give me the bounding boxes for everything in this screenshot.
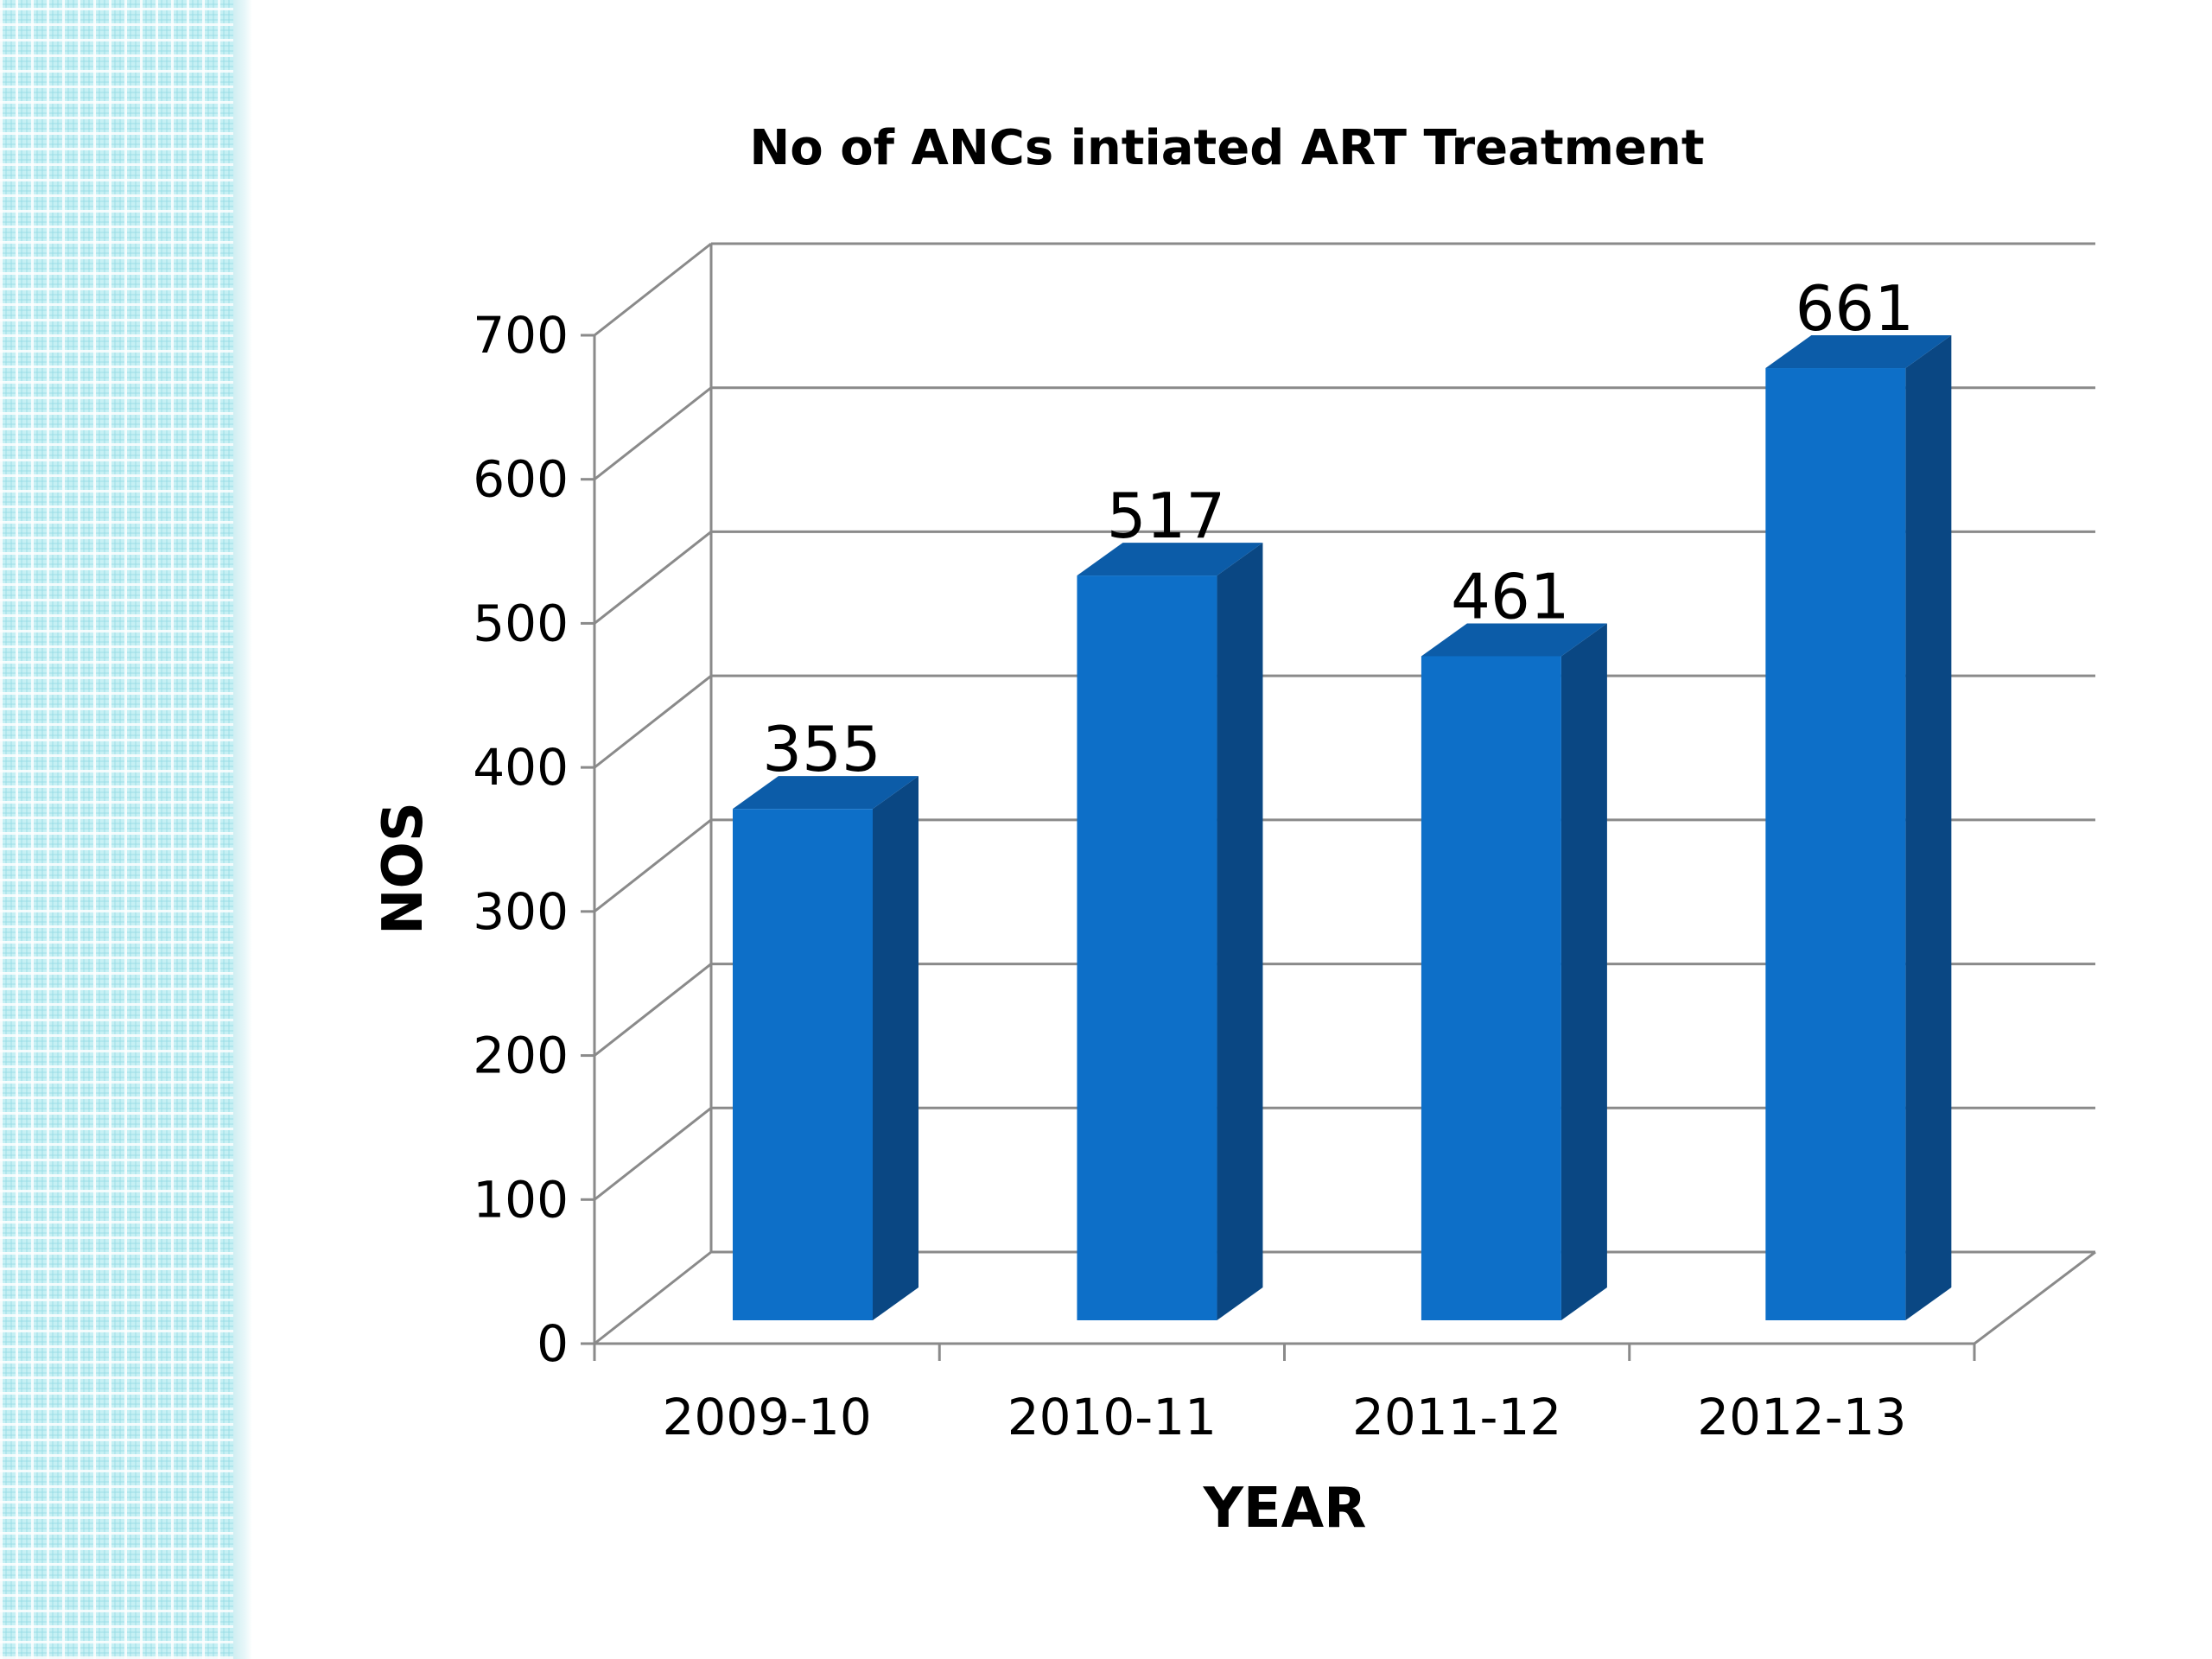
gridline-side xyxy=(594,1250,712,1345)
chart-axes xyxy=(581,244,2096,1361)
bar-top xyxy=(733,776,918,810)
data-label: 461 xyxy=(1451,560,1569,632)
y-tick-label: 600 xyxy=(473,450,569,509)
y-tick-label: 400 xyxy=(473,738,569,797)
data-label: 661 xyxy=(1796,272,1914,345)
decorative-side-pattern xyxy=(0,0,249,1659)
x-axis-title: YEAR xyxy=(1203,1477,1367,1541)
y-tick-label: 300 xyxy=(473,882,569,941)
gridline-side xyxy=(594,674,712,769)
gridline-side xyxy=(594,963,712,1057)
x-tick-label: 2010-11 xyxy=(1007,1388,1217,1446)
decorative-side-edge xyxy=(233,0,252,1659)
y-tick-label: 700 xyxy=(473,306,569,365)
data-labels: 355 517 461 661 xyxy=(762,272,1914,785)
x-tick-label: 2009-10 xyxy=(662,1388,871,1446)
bar-side xyxy=(1905,335,1952,1321)
bars xyxy=(733,335,1952,1321)
y-axis-title: NOS xyxy=(372,802,435,935)
data-label: 517 xyxy=(1107,480,1225,552)
y-tick-label: 500 xyxy=(473,594,569,652)
bar-front xyxy=(1421,656,1561,1320)
bar-side xyxy=(873,776,918,1320)
gridline-side xyxy=(594,818,712,913)
bar-top xyxy=(1765,335,1952,369)
bar xyxy=(1421,623,1607,1320)
bar-front xyxy=(1077,575,1217,1320)
bar-front xyxy=(1765,368,1906,1321)
bar-top xyxy=(1421,623,1607,657)
chart-title: No of ANCs intiated ART Treatment xyxy=(749,120,1704,176)
floor-right-edge xyxy=(1974,1250,2096,1345)
data-label: 355 xyxy=(762,713,880,785)
gridline-side xyxy=(594,386,712,480)
bar-side xyxy=(1217,543,1263,1320)
gridline-side xyxy=(594,531,712,625)
bar xyxy=(733,776,918,1320)
bar xyxy=(1077,543,1263,1320)
x-tick-labels: 2009-10 2010-11 2011-12 2012-13 xyxy=(662,1388,1906,1446)
bar-front xyxy=(733,809,873,1320)
y-tick-label: 0 xyxy=(537,1314,569,1373)
y-tick-labels: 0 100 200 300 400 500 600 700 xyxy=(473,306,569,1373)
y-tick-label: 200 xyxy=(473,1027,569,1085)
x-tick-label: 2012-13 xyxy=(1697,1388,1906,1446)
bar-side xyxy=(1560,623,1607,1320)
y-tick-label: 100 xyxy=(473,1170,569,1229)
gridline-side xyxy=(594,242,712,337)
bar xyxy=(1765,335,1952,1321)
x-tick-label: 2011-12 xyxy=(1352,1388,1561,1446)
bar-top xyxy=(1077,543,1263,576)
gridline-side xyxy=(594,1107,712,1201)
